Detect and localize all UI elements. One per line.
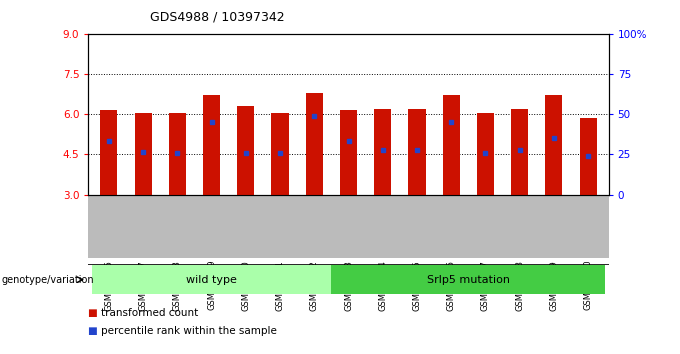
Bar	[203, 95, 220, 195]
Bar	[306, 93, 323, 195]
Bar	[579, 118, 596, 195]
Text: ■: ■	[88, 326, 101, 336]
Text: wild type: wild type	[186, 275, 237, 285]
Bar	[331, 266, 605, 294]
Bar	[443, 95, 460, 195]
Text: ■: ■	[88, 308, 101, 318]
Text: Srlp5 mutation: Srlp5 mutation	[427, 275, 510, 285]
Bar	[545, 95, 562, 195]
Text: percentile rank within the sample: percentile rank within the sample	[101, 326, 277, 336]
Text: genotype/variation: genotype/variation	[1, 275, 94, 285]
Bar	[135, 113, 152, 195]
Bar	[409, 109, 426, 195]
Bar	[169, 113, 186, 195]
Bar	[101, 110, 118, 195]
Text: GDS4988 / 10397342: GDS4988 / 10397342	[150, 11, 284, 24]
Bar	[237, 106, 254, 195]
Bar	[477, 113, 494, 195]
Bar	[92, 266, 331, 294]
Bar	[374, 109, 391, 195]
Bar	[340, 110, 357, 195]
Text: transformed count: transformed count	[101, 308, 198, 318]
Bar	[271, 113, 288, 195]
Bar	[511, 109, 528, 195]
